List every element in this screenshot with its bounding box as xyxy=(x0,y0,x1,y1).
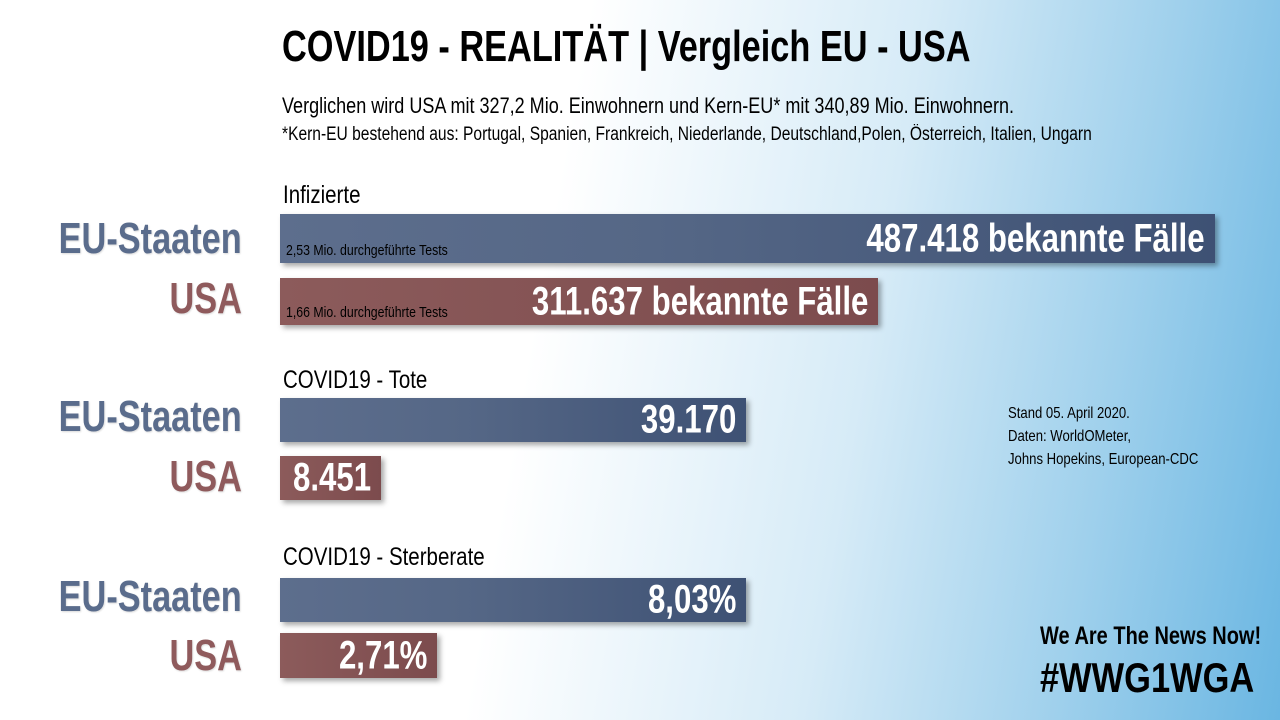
bar-eu: 8,03% xyxy=(280,578,746,622)
footnote: *Kern-EU bestehend aus: Portugal, Spanie… xyxy=(282,124,1092,145)
source-line-date: Stand 05. April 2020. xyxy=(1008,405,1130,422)
chart-title-1: COVID19 - Tote xyxy=(283,366,428,394)
bar-us: 311.637 bekannte Fälle 1,66 Mio. durchgef… xyxy=(280,278,878,325)
row-label-eu: EU-Staaten xyxy=(58,392,242,441)
row-label-us: USA xyxy=(169,452,242,501)
bar-us: 2,71% xyxy=(280,633,437,678)
bar-us: 8.451 xyxy=(280,456,381,500)
bar-eu: 487.418 bekannte Fälle 2,53 Mio. durchgef… xyxy=(280,214,1215,263)
bar-value-label: 2,71% xyxy=(338,633,427,677)
brand-slogan: We Are The News Now! xyxy=(1040,622,1262,650)
chart-title-2: COVID19 - Sterberate xyxy=(283,543,485,571)
page-title: COVID19 - REALITÄT | Vergleich EU - USA xyxy=(282,22,971,71)
bar-eu: 39.170 xyxy=(280,398,746,442)
row-label-us: USA xyxy=(169,274,242,323)
bar-value-label: 311.637 bekannte Fälle xyxy=(531,279,868,323)
bar-value-label: 8,03% xyxy=(647,577,736,622)
source-line-providers: Johns Hopekins, European-CDC xyxy=(1008,451,1199,468)
brand-hashtag: #WWG1WGA xyxy=(1040,654,1255,701)
bar-note: 1,66 Mio. durchgeführte Tests xyxy=(286,304,448,321)
bar-value-label: 8.451 xyxy=(292,455,371,500)
chart-title-0: Infizierte xyxy=(283,181,361,209)
source-note: Stand 05. April 2020. Daten: WorldOMeter… xyxy=(1008,402,1198,471)
row-label-us: USA xyxy=(169,631,242,680)
row-label-eu: EU-Staaten xyxy=(58,214,242,263)
bar-value-label: 39.170 xyxy=(640,397,736,442)
source-line-data: Daten: WorldOMeter, xyxy=(1008,428,1131,445)
row-label-eu: EU-Staaten xyxy=(58,572,242,621)
bar-value-label: 487.418 bekannte Fälle xyxy=(866,216,1205,260)
subtitle: Verglichen wird USA mit 327,2 Mio. Einwo… xyxy=(282,93,1015,118)
bar-note: 2,53 Mio. durchgeführte Tests xyxy=(286,242,448,259)
